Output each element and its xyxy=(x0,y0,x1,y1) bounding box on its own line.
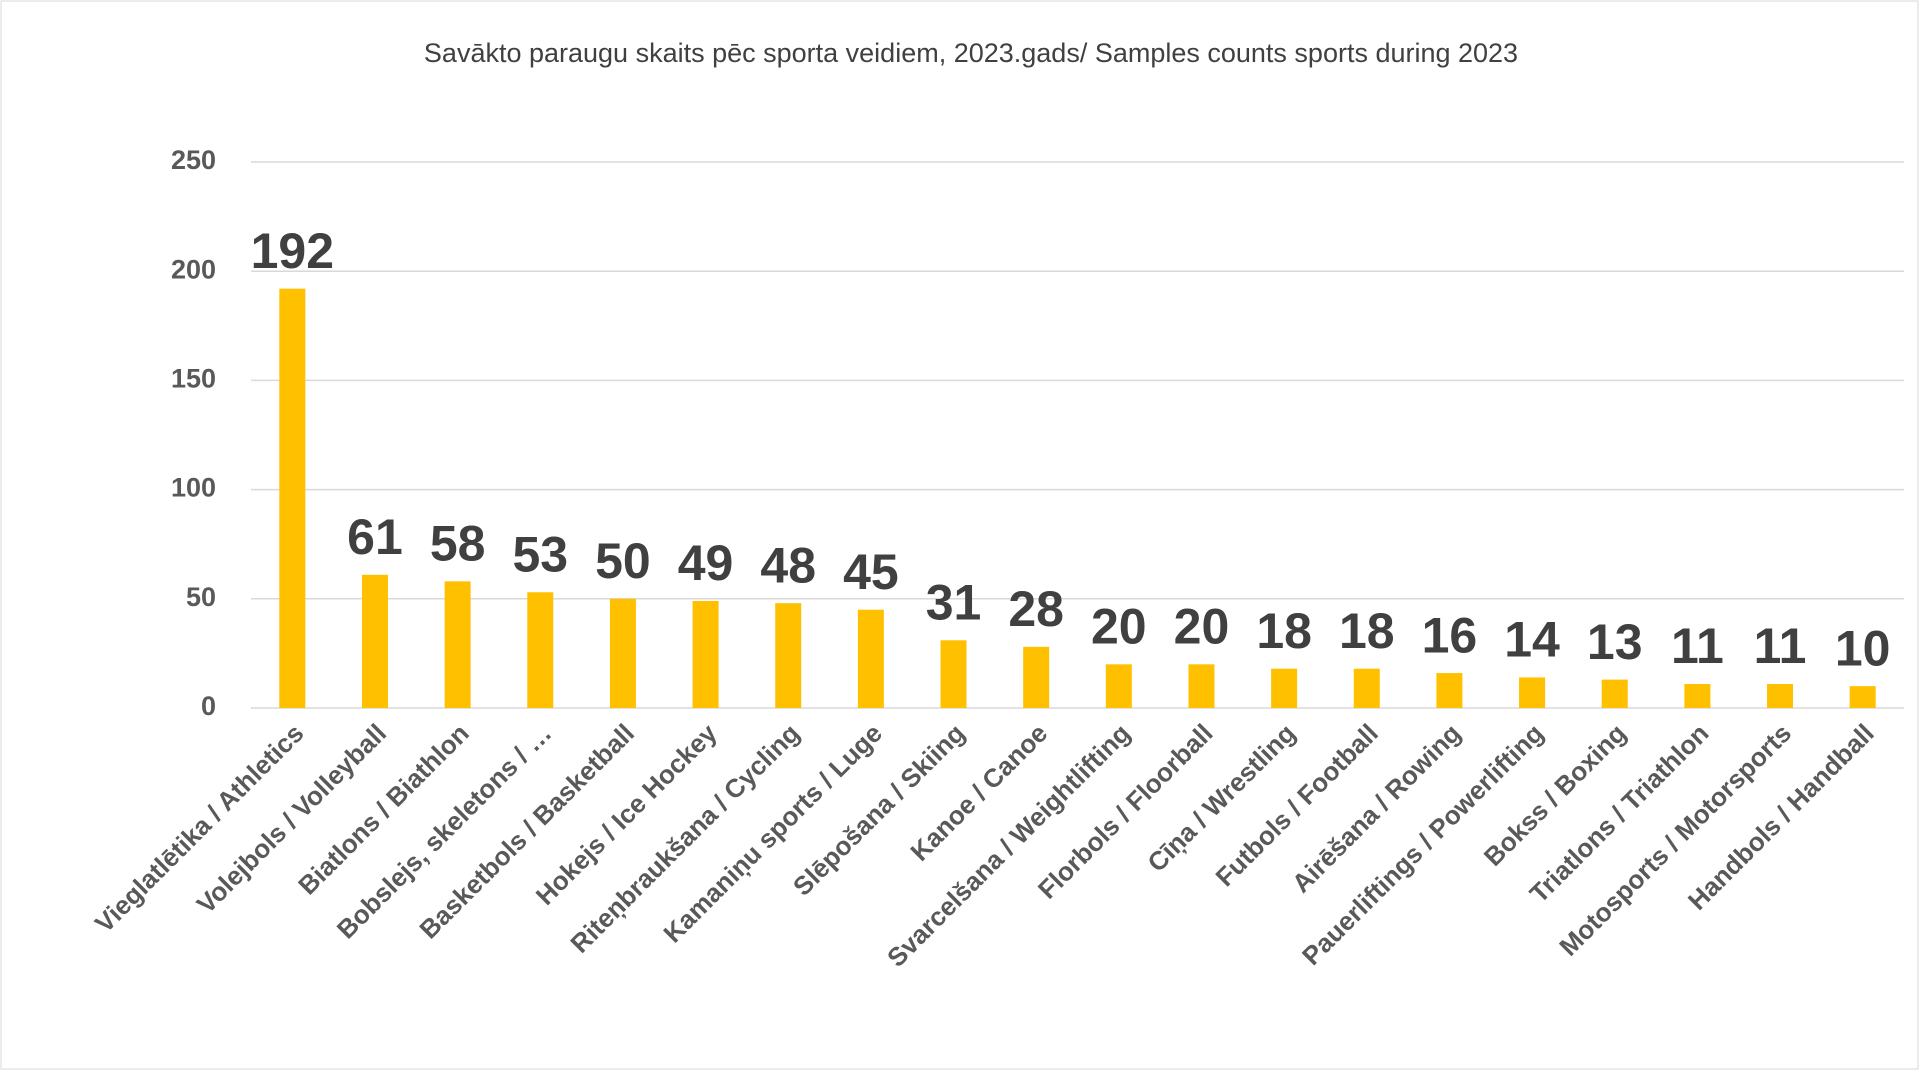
y-tick-label: 200 xyxy=(171,254,216,284)
value-label: 11 xyxy=(1671,618,1724,674)
chart-title: Savākto paraugu skaits pēc sporta veidie… xyxy=(424,38,1518,68)
bar xyxy=(1684,683,1711,708)
value-label: 31 xyxy=(926,574,982,630)
value-label: 53 xyxy=(512,526,568,582)
bar xyxy=(527,592,554,708)
value-label: 16 xyxy=(1422,607,1478,663)
bar xyxy=(1601,679,1628,708)
value-label: 20 xyxy=(1091,599,1147,655)
bar xyxy=(1849,686,1876,708)
bar xyxy=(857,609,884,708)
value-label: 61 xyxy=(347,509,403,565)
bar xyxy=(692,600,719,708)
y-tick-label: 50 xyxy=(186,582,216,612)
value-label: 13 xyxy=(1587,614,1643,670)
bar xyxy=(361,574,388,708)
bar xyxy=(1271,668,1298,708)
bar xyxy=(1353,668,1380,708)
y-tick-label: 150 xyxy=(171,364,216,394)
value-label: 10 xyxy=(1835,620,1891,676)
value-label: 45 xyxy=(843,544,899,600)
value-label: 28 xyxy=(1008,581,1064,637)
bar xyxy=(279,288,306,708)
value-label: 20 xyxy=(1174,599,1230,655)
bar xyxy=(609,598,636,708)
value-label: 192 xyxy=(251,223,334,279)
y-tick-label: 250 xyxy=(171,145,216,175)
bar xyxy=(444,581,471,708)
y-tick-label: 100 xyxy=(171,473,216,503)
bar xyxy=(1436,673,1463,708)
bar xyxy=(1188,664,1215,708)
value-label: 18 xyxy=(1256,603,1312,659)
value-label: 50 xyxy=(595,533,651,589)
bar xyxy=(1023,646,1050,708)
value-label: 48 xyxy=(760,537,816,593)
value-label: 58 xyxy=(430,516,486,572)
bar xyxy=(775,603,802,708)
bar xyxy=(1767,683,1794,708)
value-label: 49 xyxy=(678,535,734,591)
bar xyxy=(940,640,967,708)
value-label: 18 xyxy=(1339,603,1395,659)
value-label: 11 xyxy=(1754,618,1807,674)
value-label: 14 xyxy=(1504,612,1560,668)
bar xyxy=(1519,677,1546,708)
bar xyxy=(1105,664,1132,708)
y-tick-label: 0 xyxy=(201,691,216,721)
